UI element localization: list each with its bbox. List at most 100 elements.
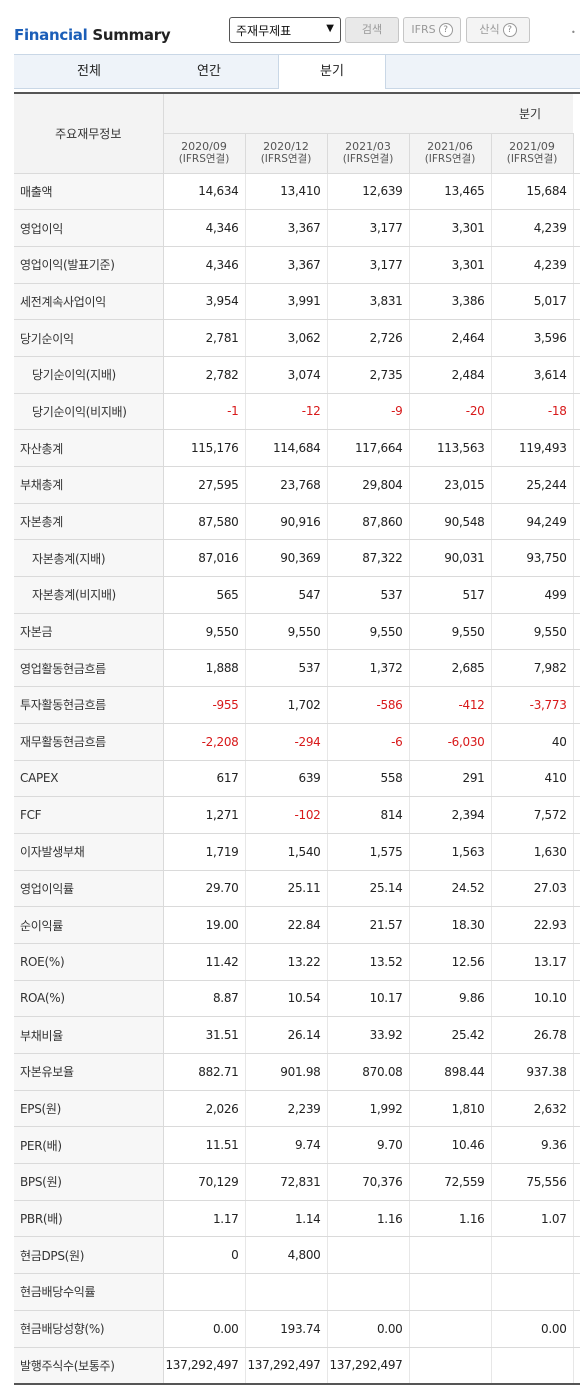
period-date: 2021/06 [427,140,473,153]
scroll-edge [573,980,580,1018]
table-cell: 882.71 [163,1053,246,1091]
table-cell: 26.78 [491,1016,574,1054]
table-cell: 565 [163,576,246,614]
table-cell: 70,376 [327,1163,410,1201]
table-row: 현금배당성향(%) 0.00 193.74 0.00 0.00 [14,1310,580,1348]
ifrs-button-label: IFRS [411,23,436,36]
table-cell: 137,292,497 [163,1347,246,1385]
table-cell: 10.10 [491,980,574,1018]
row-label: 자본금 [14,613,164,651]
row-header-label: 주요재무정보 [55,126,122,141]
search-button[interactable]: 검색 [345,17,399,43]
scroll-edge [573,209,580,247]
table-cell: 75,556 [491,1163,574,1201]
table-cell: 8.87 [163,980,246,1018]
period-basis: (IFRS연결) [342,153,394,165]
period-column-header: 2020/09 (IFRS연결) [163,133,246,174]
scroll-edge [573,906,580,944]
period-date: 2020/09 [181,140,227,153]
scroll-edge [573,943,580,981]
table-cell: 13.17 [491,943,574,981]
row-label: 당기순이익(지배) [14,356,164,394]
header: Financial Summary 주재무제표 ▼ 검색 IFRS? 산식? • [0,0,580,52]
table-cell: 193.74 [245,1310,328,1348]
table-cell: 1.16 [409,1200,492,1238]
table-cell: 291 [409,760,492,798]
statement-type-select[interactable]: 주재무제표 ▼ [229,17,341,43]
scroll-edge [573,356,580,394]
formula-button[interactable]: 산식? [466,17,530,43]
table-cell: 901.98 [245,1053,328,1091]
table-cell: 2,632 [491,1090,574,1128]
table-cell: 12.56 [409,943,492,981]
table-row: 투자활동현금흐름 -955 1,702 -586 -412 -3,773 [14,686,580,724]
row-label: 현금DPS(원) [14,1236,164,1275]
table-cell: 4,346 [163,209,246,247]
scroll-edge [573,466,580,504]
table-cell: 13.22 [245,943,328,981]
table-row: 현금DPS(원) 0 4,800 [14,1236,580,1275]
period-group-header: 분기 [163,93,574,134]
table-cell: -1 [163,393,246,431]
table-cell: 517 [409,576,492,614]
table-cell [163,1273,246,1311]
ifrs-button[interactable]: IFRS? [403,17,461,43]
help-icon: ? [438,23,453,37]
tab-quarterly[interactable]: 분기 [278,55,386,89]
table-cell: 114,684 [245,429,328,467]
table-cell: 3,596 [491,319,574,357]
table-cell: -6 [327,723,410,761]
table-cell: 1.17 [163,1200,246,1238]
table-cell [409,1310,492,1348]
table-cell: 3,991 [245,283,328,321]
table-cell: 1,888 [163,649,246,688]
table-cell: 1.07 [491,1200,574,1238]
row-header-cell: 주요재무정보 [14,93,164,174]
row-label: 자본총계(지배) [14,539,164,578]
scroll-edge [573,283,580,321]
table-cell [491,1236,574,1275]
table-cell: 3,367 [245,209,328,247]
table-cell: 113,563 [409,429,492,467]
row-label: 현금배당성향(%) [14,1310,164,1348]
table-cell: 9,550 [245,613,328,651]
scroll-edge [573,429,580,467]
table-row: 당기순이익(지배) 2,782 3,074 2,735 2,484 3,614 [14,356,580,394]
table-cell: -9 [327,393,410,431]
scroll-edge [573,1163,580,1201]
row-label: 영업이익 [14,209,164,247]
table-cell: 617 [163,760,246,798]
table-row: 자본총계(비지배) 565 547 537 517 499 [14,576,580,614]
table-cell: 558 [327,760,410,798]
scroll-edge [573,1200,580,1238]
table-cell: 72,831 [245,1163,328,1201]
row-label: 자본총계 [14,503,164,541]
scroll-edge [573,319,580,357]
table-row: 매출액 14,634 13,410 12,639 13,465 15,684 [14,173,580,211]
table-cell [491,1347,574,1385]
tab-annual[interactable]: 연간 [144,55,274,88]
table-row: PER(배) 11.51 9.74 9.70 10.46 9.36 [14,1126,580,1165]
scroll-edge [573,539,580,578]
help-icon: ? [502,23,517,37]
scroll-edge [573,1126,580,1165]
title-rest: Summary [87,26,171,44]
tab-label: 전체 [77,64,101,79]
table-row: 재무활동현금흐름 -2,208 -294 -6 -6,030 40 [14,723,580,761]
table-cell: 25.14 [327,870,410,908]
table-cell: -2,208 [163,723,246,761]
tab-label: 분기 [320,64,344,79]
table-cell: 2,685 [409,649,492,688]
row-label: 재무활동현금흐름 [14,723,164,761]
table-cell: 3,062 [245,319,328,357]
table-cell: 5,017 [491,283,574,321]
period-column-header: 2020/12 (IFRS연결) [245,133,328,174]
chevron-down-icon: ▼ [326,23,334,34]
scroll-edge [573,1090,580,1128]
table-cell: 3,177 [327,209,410,247]
table-cell: 0.00 [491,1310,574,1348]
table-cell: 18.30 [409,906,492,944]
table-cell: 537 [245,649,328,688]
scroll-edge [573,503,580,541]
tab-all[interactable]: 전체 [14,55,164,88]
